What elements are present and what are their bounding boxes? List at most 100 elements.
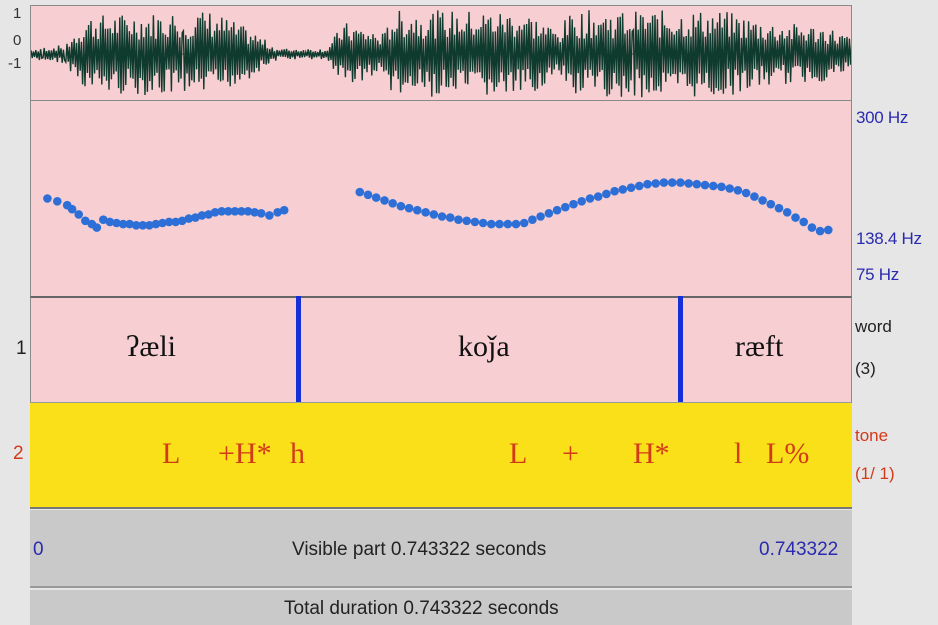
pitch-point-31 (243, 207, 253, 216)
pitch-point-6 (81, 216, 90, 226)
pitch-point-92 (807, 223, 817, 232)
pitch-point-12 (118, 219, 128, 229)
pitch-point-39 (371, 193, 381, 202)
pitch-min-label: 75 Hz (856, 265, 899, 284)
pitch-max-label: 300 Hz (856, 108, 909, 127)
pitch-point-19 (164, 217, 174, 227)
tone-mark-6[interactable]: H* (633, 437, 670, 470)
pitch-point-79 (700, 180, 710, 190)
pitch-point-36 (279, 205, 289, 215)
pitch-point-87 (766, 199, 776, 209)
pitch-point-28 (224, 207, 233, 216)
total-duration-bar[interactable] (30, 590, 852, 625)
pitch-point-90 (791, 213, 800, 222)
pitch-point-11 (112, 218, 121, 228)
pitch-point-54 (495, 219, 504, 229)
pitch-point-83 (733, 186, 743, 195)
pitch-point-43 (404, 203, 414, 213)
pitch-point-37 (355, 187, 365, 197)
pitch-point-66 (593, 192, 603, 201)
tone-mark-4[interactable]: L (509, 437, 528, 470)
pitch-point-81 (717, 182, 726, 192)
word-interval-3[interactable]: ræft (735, 330, 784, 363)
pitch-point-40 (380, 196, 389, 205)
visible-end-time: 0.743322 (759, 539, 839, 560)
word-boundary-1[interactable] (296, 296, 301, 402)
pitch-point-91 (799, 217, 808, 227)
word-tier-name: word (855, 317, 892, 336)
pitch-point-29 (230, 207, 240, 216)
waveform-panel[interactable] (30, 5, 852, 101)
tone-tier-name: tone (855, 426, 889, 445)
pitch-point-1 (43, 194, 52, 203)
waveform (31, 10, 851, 98)
pitch-point-48 (445, 213, 455, 222)
right-margin (853, 0, 938, 625)
pitch-point-33 (256, 209, 266, 218)
pitch-point-76 (676, 178, 685, 187)
visible-part-bar[interactable] (30, 510, 852, 588)
pitch-point-62 (561, 202, 570, 212)
pitch-point-15 (138, 221, 148, 230)
tone-mark-1[interactable]: L (162, 437, 181, 470)
pitch-point-59 (536, 212, 545, 221)
visible-start-time: 0 (33, 539, 44, 560)
pitch-point-21 (177, 216, 187, 226)
word-interval-1[interactable]: ʔæli (126, 330, 176, 363)
word-interval-2[interactable]: koǰa (458, 330, 510, 363)
tone-mark-3[interactable]: h (290, 437, 305, 470)
pitch-point-80 (709, 181, 718, 191)
pitch-point-94 (824, 225, 833, 235)
tone-tier-number: 2 (13, 443, 24, 464)
pitch-point-44 (413, 205, 422, 215)
pitch-point-93 (815, 226, 825, 236)
pitch-point-60 (544, 209, 554, 218)
waveform-trace (31, 10, 851, 98)
amp-bottom-label: -1 (8, 55, 22, 72)
pitch-point-26 (210, 208, 220, 217)
pitch-point-82 (725, 184, 734, 193)
tone-mark-5[interactable]: + (562, 437, 579, 470)
word-tier[interactable] (30, 296, 852, 402)
pitch-point-74 (659, 178, 669, 187)
tone-mark-8[interactable]: L% (766, 437, 810, 470)
pitch-point-14 (131, 221, 141, 230)
pitch-point-42 (396, 201, 406, 211)
tone-mark-7[interactable]: l (734, 437, 743, 470)
amp-top-label: 1 (13, 5, 22, 22)
left-margin (0, 0, 30, 625)
pitch-point-22 (184, 214, 194, 223)
pitch-point-46 (429, 210, 439, 219)
pitch-cursor-label: 138.4 Hz (856, 229, 922, 248)
tone-mark-2[interactable]: +H* (218, 437, 272, 470)
pitch-point-58 (528, 215, 537, 224)
pitch-point-9 (99, 215, 108, 224)
pitch-point-86 (758, 196, 767, 205)
pitch-point-10 (105, 217, 115, 227)
pitch-point-35 (273, 208, 282, 217)
pitch-point-2 (53, 197, 62, 206)
pitch-point-34 (265, 211, 274, 220)
visible-part-label: Visible part 0.743322 seconds (292, 539, 547, 560)
pitch-point-38 (363, 190, 373, 200)
pitch-point-73 (651, 179, 660, 188)
pitch-point-61 (552, 205, 562, 215)
tone-tier[interactable] (30, 402, 852, 509)
pitch-point-45 (421, 208, 430, 217)
pitch-track (43, 178, 833, 236)
pitch-point-63 (569, 199, 578, 209)
word-boundary-2[interactable] (678, 296, 683, 402)
pitch-point-84 (741, 188, 751, 198)
amp-zero-label: 0 (13, 32, 22, 49)
pitch-point-20 (171, 217, 180, 227)
pitch-panel[interactable] (30, 101, 852, 296)
pitch-point-51 (470, 217, 480, 227)
pitch-point-4 (67, 204, 77, 214)
tone-tier-count: (1/ 1) (855, 464, 895, 483)
pitch-point-8 (92, 223, 102, 232)
pitch-point-57 (519, 218, 529, 228)
pitch-point-70 (626, 183, 636, 192)
pitch-point-27 (217, 207, 226, 216)
pitch-point-49 (454, 215, 463, 224)
pitch-point-77 (684, 179, 693, 188)
